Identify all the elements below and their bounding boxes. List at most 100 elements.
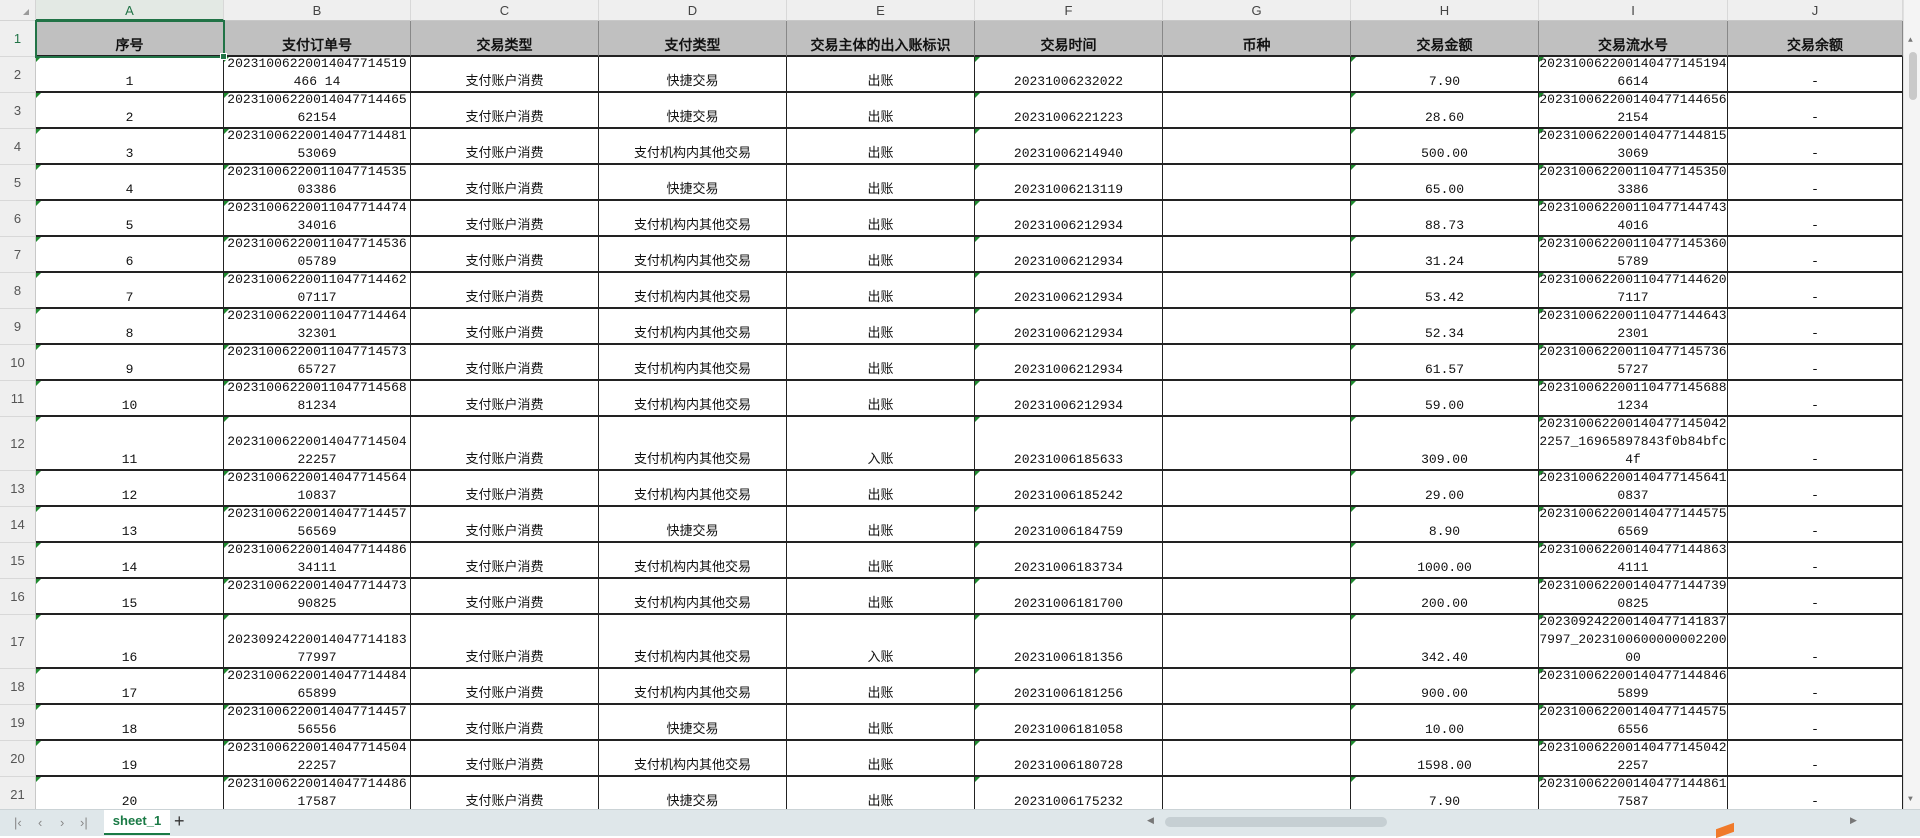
row-header-3[interactable]: 3	[0, 93, 36, 129]
scroll-right-icon[interactable]: ▶	[1850, 815, 1857, 825]
table-cell[interactable]: 出账	[787, 345, 975, 381]
table-cell[interactable]: 20231006181356	[975, 615, 1163, 669]
table-cell[interactable]: 10	[36, 381, 224, 417]
header-cell[interactable]: 序号	[36, 21, 224, 57]
table-cell[interactable]	[1163, 741, 1351, 777]
table-cell[interactable]: 20231006185633	[975, 417, 1163, 471]
column-header-G[interactable]: G	[1163, 0, 1351, 21]
table-cell[interactable]: 20	[36, 777, 224, 809]
table-cell[interactable]: 10.00	[1351, 705, 1539, 741]
table-cell[interactable]: 支付账户消费	[411, 165, 599, 201]
table-cell[interactable]: 出账	[787, 129, 975, 165]
table-cell[interactable]: 2023100622001104771453503386	[224, 165, 411, 201]
table-cell[interactable]: 1	[36, 57, 224, 93]
table-cell[interactable]: -	[1728, 201, 1903, 237]
column-header-H[interactable]: H	[1351, 0, 1539, 21]
table-cell[interactable]: 2023100622001104771457365727	[1539, 345, 1728, 381]
table-cell[interactable]: 支付账户消费	[411, 93, 599, 129]
table-cell[interactable]	[1163, 165, 1351, 201]
table-cell[interactable]: 2023100622001404771448465899	[224, 669, 411, 705]
table-cell[interactable]: 8	[36, 309, 224, 345]
table-cell[interactable]: 支付机构内其他交易	[599, 579, 787, 615]
row-header-1[interactable]: 1	[0, 21, 36, 57]
table-cell[interactable]	[1163, 777, 1351, 809]
table-cell[interactable]: 支付机构内其他交易	[599, 417, 787, 471]
table-cell[interactable]: 快捷交易	[599, 93, 787, 129]
table-cell[interactable]: 2023100622001404771446562154	[224, 93, 411, 129]
table-cell[interactable]	[1163, 579, 1351, 615]
next-sheet-icon[interactable]: ›	[60, 815, 65, 830]
scroll-up-icon[interactable]: ▲	[1908, 36, 1913, 45]
table-cell[interactable]: 20231006181256	[975, 669, 1163, 705]
table-cell[interactable]	[1163, 201, 1351, 237]
first-sheet-icon[interactable]: |‹	[14, 815, 22, 830]
row-header-19[interactable]: 19	[0, 705, 36, 741]
table-cell[interactable]: 52.34	[1351, 309, 1539, 345]
table-cell[interactable]: -	[1728, 705, 1903, 741]
row-header-13[interactable]: 13	[0, 471, 36, 507]
table-cell[interactable]: 支付账户消费	[411, 579, 599, 615]
table-cell[interactable]: 2023100622001404771448153069	[224, 129, 411, 165]
column-header-C[interactable]: C	[411, 0, 599, 21]
table-cell[interactable]: 2023100622001404771445756556	[1539, 705, 1728, 741]
table-cell[interactable]: 支付机构内其他交易	[599, 381, 787, 417]
table-cell[interactable]: 快捷交易	[599, 777, 787, 809]
table-cell[interactable]: 2023100622001404771451946614	[1539, 57, 1728, 93]
table-cell[interactable]: 出账	[787, 237, 975, 273]
table-cell[interactable]	[1163, 345, 1351, 381]
table-cell[interactable]: 出账	[787, 201, 975, 237]
table-cell[interactable]: 支付机构内其他交易	[599, 345, 787, 381]
table-cell[interactable]: 20231006181700	[975, 579, 1163, 615]
table-cell[interactable]: 2023100622001404771448634111	[224, 543, 411, 579]
row-header-4[interactable]: 4	[0, 129, 36, 165]
select-all-corner[interactable]	[0, 0, 36, 21]
table-cell[interactable]: -	[1728, 615, 1903, 669]
table-cell[interactable]: 支付账户消费	[411, 345, 599, 381]
table-cell[interactable]: 支付机构内其他交易	[599, 615, 787, 669]
row-header-12[interactable]: 12	[0, 417, 36, 471]
column-header-A[interactable]: A	[36, 0, 224, 21]
table-cell[interactable]: -	[1728, 309, 1903, 345]
row-header-6[interactable]: 6	[0, 201, 36, 237]
table-cell[interactable]: 342.40	[1351, 615, 1539, 669]
table-cell[interactable]: 支付账户消费	[411, 669, 599, 705]
table-cell[interactable]: 2023100622001404771450422257	[1539, 741, 1728, 777]
table-cell[interactable]: 快捷交易	[599, 507, 787, 543]
table-cell[interactable]	[1163, 129, 1351, 165]
spreadsheet-grid[interactable]: A B C D E F G H I J 1 序号 支付订单号 交易类型 支付类型 交易主体的出入账标识 交易时间…	[0, 0, 1903, 809]
table-cell[interactable]: 2023100622001404771450422257	[224, 417, 411, 471]
table-cell[interactable]: -	[1728, 273, 1903, 309]
table-cell[interactable]: 2023100622001104771447434016	[224, 201, 411, 237]
horizontal-scrollbar[interactable]: ◀ ▶	[1135, 814, 1880, 830]
table-cell[interactable]: 500.00	[1351, 129, 1539, 165]
table-cell[interactable]: -	[1728, 93, 1903, 129]
table-cell[interactable]	[1163, 381, 1351, 417]
table-cell[interactable]: 14	[36, 543, 224, 579]
table-cell[interactable]: 11	[36, 417, 224, 471]
row-header-8[interactable]: 8	[0, 273, 36, 309]
column-header-J[interactable]: J	[1728, 0, 1903, 21]
table-cell[interactable]: 309.00	[1351, 417, 1539, 471]
table-cell[interactable]: 支付账户消费	[411, 777, 599, 809]
table-cell[interactable]: 2023100622001404771448617587	[1539, 777, 1728, 809]
table-cell[interactable]: -	[1728, 741, 1903, 777]
table-cell[interactable]: 2023100622001104771456881234	[224, 381, 411, 417]
table-cell[interactable]: 2023100622001404771450422257	[224, 741, 411, 777]
table-cell[interactable]: -	[1728, 381, 1903, 417]
table-cell[interactable]: 出账	[787, 507, 975, 543]
column-header-I[interactable]: I	[1539, 0, 1728, 21]
row-header-7[interactable]: 7	[0, 237, 36, 273]
table-cell[interactable]	[1163, 273, 1351, 309]
table-cell[interactable]: -	[1728, 417, 1903, 471]
table-cell[interactable]: 2023100622001404771445756569	[1539, 507, 1728, 543]
table-cell[interactable]: 7.90	[1351, 777, 1539, 809]
last-sheet-icon[interactable]: ›|	[80, 815, 88, 830]
table-cell[interactable]: 支付机构内其他交易	[599, 273, 787, 309]
table-cell[interactable]: 20231006232022	[975, 57, 1163, 93]
table-cell[interactable]: 2023100622001104771456881234	[1539, 381, 1728, 417]
row-header-9[interactable]: 9	[0, 309, 36, 345]
table-cell[interactable]: 支付账户消费	[411, 129, 599, 165]
row-header-11[interactable]: 11	[0, 381, 36, 417]
table-cell[interactable]: 出账	[787, 381, 975, 417]
table-cell[interactable]: 53.42	[1351, 273, 1539, 309]
